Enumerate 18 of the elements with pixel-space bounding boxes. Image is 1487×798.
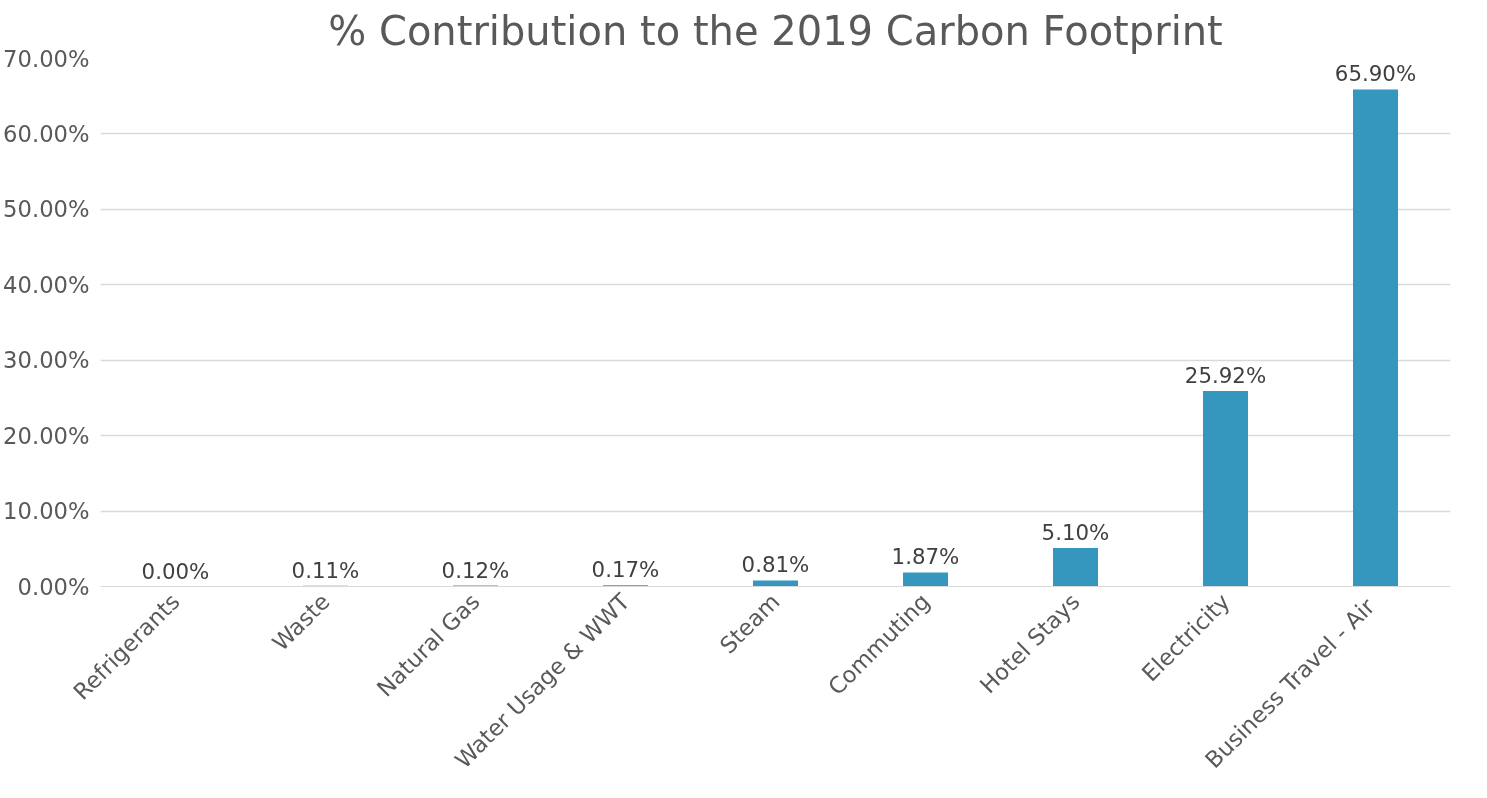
y-tick-label: 10.00% (3, 498, 90, 525)
data-label: 5.10% (1041, 520, 1110, 546)
data-label: 1.87% (891, 544, 960, 570)
y-tick-label: 0.00% (17, 573, 90, 600)
y-tick-label: 20.00% (3, 422, 90, 449)
data-label: 0.17% (591, 557, 660, 583)
data-label: 25.92% (1184, 362, 1267, 388)
y-tick-label: 30.00% (3, 347, 90, 374)
data-label: 0.12% (441, 557, 510, 583)
y-tick-label: 40.00% (3, 271, 90, 298)
data-label: 0.00% (141, 558, 210, 584)
y-tick-label: 50.00% (3, 196, 90, 223)
y-tick-label: 60.00% (3, 120, 90, 147)
data-label: 0.81% (741, 552, 810, 578)
data-label: 65.90% (1334, 61, 1417, 87)
data-label: 0.11% (291, 557, 360, 583)
chart-title: % Contribution to the 2019 Carbon Footprint (328, 7, 1223, 54)
y-tick-label: 70.00% (3, 45, 90, 72)
